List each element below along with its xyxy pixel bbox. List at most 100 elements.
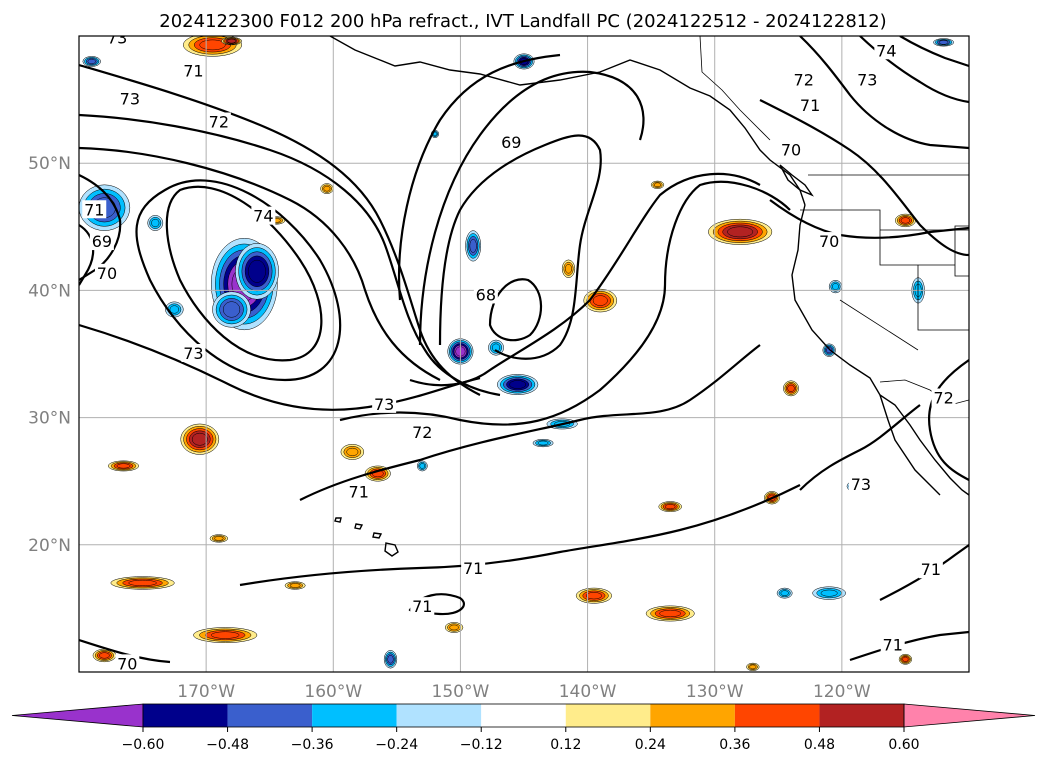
contour-71-mid-east [339, 180, 791, 426]
anomaly-patch-21-level-2 [346, 447, 359, 457]
contour-label-bg-25 [918, 560, 943, 579]
contour-label-bg-1 [181, 61, 206, 80]
anomaly-patch-42-level-2 [537, 440, 549, 446]
contour-label-layer: 73 71 73 72 74 71 69 70 73 69 68 73 72 71 71 71 70 72 73 74… [82, 29, 956, 673]
contour-label-bg-18 [855, 70, 880, 89]
colorbar-tick-labels: −0.60 −0.48 −0.36 −0.24 −0.12 0.12 0.24 0.36 0.4… [122, 727, 920, 753]
map-frame [78, 35, 970, 673]
contour-label-bg-10 [473, 285, 498, 304]
contour-72-upper-right [799, 36, 969, 150]
anomaly-patch-37-level-2 [820, 589, 838, 597]
anomaly-patch-32-level-2 [449, 624, 459, 631]
contour-label-7: 70 [97, 264, 117, 283]
contour-label-bg-12 [410, 422, 435, 441]
anomaly-patch-44-level-2 [832, 283, 839, 291]
contour-71-lower-band [299, 344, 761, 501]
contour-label-6: 69 [92, 232, 112, 251]
colorbar-segment-4 [481, 704, 566, 727]
contour-label-15: 71 [412, 597, 432, 616]
lat-tick-label: 40°N [28, 281, 71, 301]
anomaly-patch-14-level-3 [592, 295, 608, 306]
contour-label-bg-5 [82, 200, 107, 219]
colorbar-segment-6 [650, 704, 735, 727]
lat-tick-label: 20°N [28, 536, 71, 556]
contour-label-0: 73 [107, 29, 127, 48]
anomaly-patch-25-level-3 [787, 384, 795, 392]
contour-label-bg-19 [874, 41, 899, 60]
colorbar-segment-8 [819, 704, 904, 727]
anomaly-patch-39-level-2 [419, 463, 426, 469]
coastline-baja-california [879, 394, 941, 496]
colorbar-tick-label: 0.48 [804, 737, 835, 753]
colorbar-tick-label: −0.36 [291, 737, 334, 753]
coastline-hawaii-big-island [384, 542, 399, 557]
contour-label-2: 73 [120, 90, 140, 109]
colorbar-tick-label: −0.60 [122, 737, 165, 753]
contour-label-bg-13 [346, 482, 371, 501]
anomaly-fill-layer [79, 36, 954, 671]
contour-label-24: 73 [851, 475, 871, 494]
anomaly-patch-24-level-2 [565, 264, 572, 274]
anomaly-patch-27-level-3 [664, 504, 676, 510]
colorbar-segment-5 [565, 704, 651, 727]
contour-label-8: 73 [183, 344, 203, 363]
contour-label-13: 71 [349, 483, 369, 502]
coastline-hawaii-kauai [334, 517, 342, 523]
contour-label-4: 74 [253, 207, 273, 226]
border-us-mexico [879, 379, 969, 406]
contour-label-bg-2 [117, 89, 142, 108]
contour-label-3: 72 [209, 112, 229, 131]
anomaly-patch-23-level-2 [323, 185, 331, 192]
contour-71-south [239, 484, 801, 587]
colorbar-segment-1 [227, 704, 313, 727]
coastline-hawaii-oahu [354, 523, 364, 530]
coastline-layer [329, 36, 969, 557]
contour-label-bg-15 [410, 597, 435, 616]
colorbar [11, 703, 1036, 728]
contour-label-21: 70 [781, 140, 801, 159]
colorbar-tick-label: 0.12 [550, 737, 581, 753]
anomaly-patch-28-level-3 [900, 217, 911, 224]
contour-label-bg-11 [372, 394, 397, 413]
contour-label-bg-21 [779, 140, 803, 159]
anomaly-patch-11-level-2 [151, 218, 160, 228]
colorbar-extend-low [11, 703, 144, 728]
contour-label-bg-4 [251, 206, 276, 225]
contour-72-upper-left [79, 113, 501, 397]
contour-70-trough [418, 70, 645, 346]
contour-72-trough [409, 172, 761, 387]
contour-label-23: 72 [933, 389, 953, 408]
anomaly-patch-34-level-3 [902, 656, 909, 662]
contour-73-mid [79, 323, 481, 411]
lon-tick-label: 120°W [813, 682, 871, 702]
colorbar-tick-label: −0.48 [206, 737, 249, 753]
contour-71-trough [397, 53, 561, 301]
anomaly-patch-40-level-3 [387, 655, 394, 664]
lon-tick-label: 150°W [432, 682, 490, 702]
contour-label-bg-8 [181, 344, 206, 362]
coastline-us-mexico [791, 204, 969, 496]
contour-label-1: 71 [183, 62, 203, 81]
contour-label-10: 68 [476, 285, 496, 304]
contour-label-bg-17 [791, 70, 816, 89]
contour-68-trough [488, 278, 543, 342]
contour-label-bg-20 [798, 95, 823, 114]
anomaly-patch-35-level-2 [654, 182, 661, 188]
contour-label-14: 71 [463, 559, 483, 578]
anomaly-patch-22-level-3 [116, 463, 131, 469]
contour-label-19: 74 [876, 41, 896, 60]
anomaly-patch-33-level-2 [749, 664, 757, 670]
anomaly-patch-38-level-2 [780, 590, 789, 596]
contour-73-upper-left [79, 63, 481, 396]
contour-label-5: 71 [84, 200, 104, 219]
longitude-tick-labels: 170°W 160°W 150°W 140°W 130°W 120°W [177, 682, 871, 702]
anomaly-patch-1-level-4 [248, 259, 266, 283]
contour-label-9: 69 [501, 133, 521, 152]
anomaly-patch-4-level-4 [509, 380, 527, 389]
contour-73-low-outer [135, 179, 342, 382]
colorbar-segment-3 [396, 704, 482, 727]
colorbar-tick-label: 0.36 [719, 737, 750, 753]
contour-label-bg-14 [461, 558, 486, 577]
contour-label-16: 70 [117, 654, 137, 673]
contour-label-12: 72 [412, 423, 432, 442]
